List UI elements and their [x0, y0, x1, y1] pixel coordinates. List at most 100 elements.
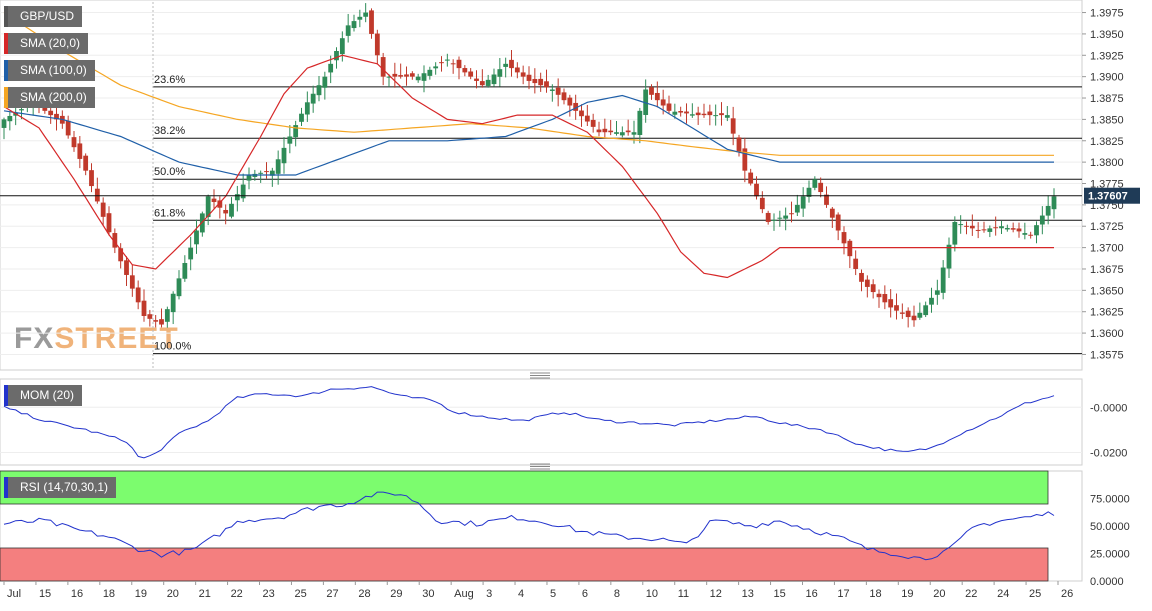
fibonacci-label: 61.8% [154, 207, 185, 219]
symbol-tag[interactable]: GBP/USD [4, 6, 83, 27]
candle [864, 275, 870, 298]
x-tick-label: 25 [1029, 588, 1041, 600]
candle [479, 69, 485, 88]
current-price-badge [1084, 187, 1140, 204]
candle-body [882, 294, 888, 303]
x-tick-label: 4 [518, 588, 524, 600]
candle-body [806, 187, 812, 197]
candle [509, 49, 514, 77]
candle [538, 72, 544, 92]
x-tick-label: 11 [678, 588, 689, 600]
candle [205, 194, 211, 226]
candle-body [182, 262, 188, 279]
candle-body [631, 132, 637, 135]
price-tick-label: 1.3950 [1090, 29, 1124, 41]
candle-body [176, 278, 182, 297]
candle [141, 289, 147, 322]
rsi-label: RSI (14,70,30,1) [20, 480, 109, 494]
candle [561, 88, 567, 105]
candle [77, 136, 83, 169]
candle [269, 167, 275, 187]
mom-panel-resize-handle[interactable] [530, 372, 550, 379]
sma20-line [3, 54, 1054, 279]
x-tick-label: 15 [774, 588, 786, 600]
candle-body [369, 10, 374, 34]
candle-body [975, 229, 981, 231]
candle-body [829, 208, 835, 218]
candle [351, 14, 357, 32]
candle-body [170, 293, 176, 313]
candle-body [923, 305, 929, 316]
candle-body [777, 217, 783, 219]
candle-body [304, 102, 310, 115]
candle [841, 226, 847, 255]
candle-body [48, 110, 54, 116]
candle-body [468, 71, 474, 77]
candle-body [940, 267, 946, 293]
price-tick-label: 1.3825 [1090, 136, 1124, 148]
rsi-zones [0, 470, 1049, 582]
candle [1004, 224, 1010, 232]
price-tick-label: 1.3700 [1090, 243, 1124, 255]
candle-body [433, 66, 439, 69]
mom-label: MOM (20) [20, 388, 74, 402]
price-tick-label: 1.3775 [1090, 179, 1124, 191]
x-tick-label: 6 [582, 588, 588, 600]
candle [129, 264, 135, 297]
candle [929, 287, 934, 313]
candle [544, 69, 549, 93]
candle-body [351, 21, 357, 29]
watermark-street: STREET [54, 322, 178, 355]
sma100-line [3, 94, 1054, 176]
candle-body [888, 299, 894, 308]
candle [258, 170, 264, 183]
candle [182, 255, 188, 282]
rsi-tag[interactable]: RSI (14,70,30,1) [4, 477, 117, 498]
candle-body [293, 125, 299, 138]
candle [608, 119, 614, 136]
mom-line [3, 386, 1055, 459]
rsi-panel-resize-handle[interactable] [530, 463, 550, 470]
candle [742, 137, 748, 183]
candle-body [619, 132, 625, 136]
candle-body [199, 213, 205, 233]
candle [164, 306, 170, 328]
candle [497, 57, 503, 87]
x-tick-label: 15 [39, 588, 51, 600]
candle-body [637, 110, 643, 135]
candle [829, 206, 835, 228]
candle [777, 210, 783, 227]
candle-body [474, 78, 479, 81]
candle [520, 65, 526, 85]
candle-body [759, 197, 765, 210]
sma100-tag[interactable]: SMA (100,0) [4, 60, 95, 81]
candle-body [439, 62, 444, 64]
candle-body [7, 115, 13, 122]
candle [456, 56, 462, 80]
candle-body [141, 300, 147, 316]
candle-body [450, 63, 456, 65]
candle [439, 56, 444, 72]
candle-body [549, 89, 555, 91]
candle-body [246, 174, 252, 181]
candle-body [229, 203, 234, 217]
candle-body [754, 183, 759, 197]
candle-body [65, 120, 71, 136]
mom-tag[interactable]: MOM (20) [4, 385, 82, 406]
candle [888, 289, 894, 318]
candle [1028, 231, 1034, 239]
candle-body [357, 16, 363, 20]
candle [818, 177, 824, 198]
sma20-tag[interactable]: SMA (20,0) [4, 33, 89, 54]
candle [614, 121, 619, 136]
candle [847, 238, 853, 269]
sma200-tag[interactable]: SMA (200,0) [4, 87, 95, 108]
candle-body [415, 76, 421, 81]
candle-body [579, 110, 584, 117]
candle-body [713, 115, 719, 117]
candle [619, 126, 625, 138]
candle-body [514, 67, 520, 73]
candle [124, 256, 129, 286]
